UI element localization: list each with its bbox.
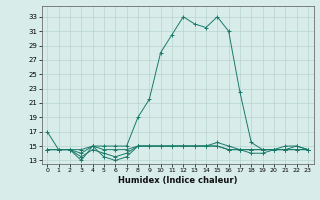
- X-axis label: Humidex (Indice chaleur): Humidex (Indice chaleur): [118, 176, 237, 185]
